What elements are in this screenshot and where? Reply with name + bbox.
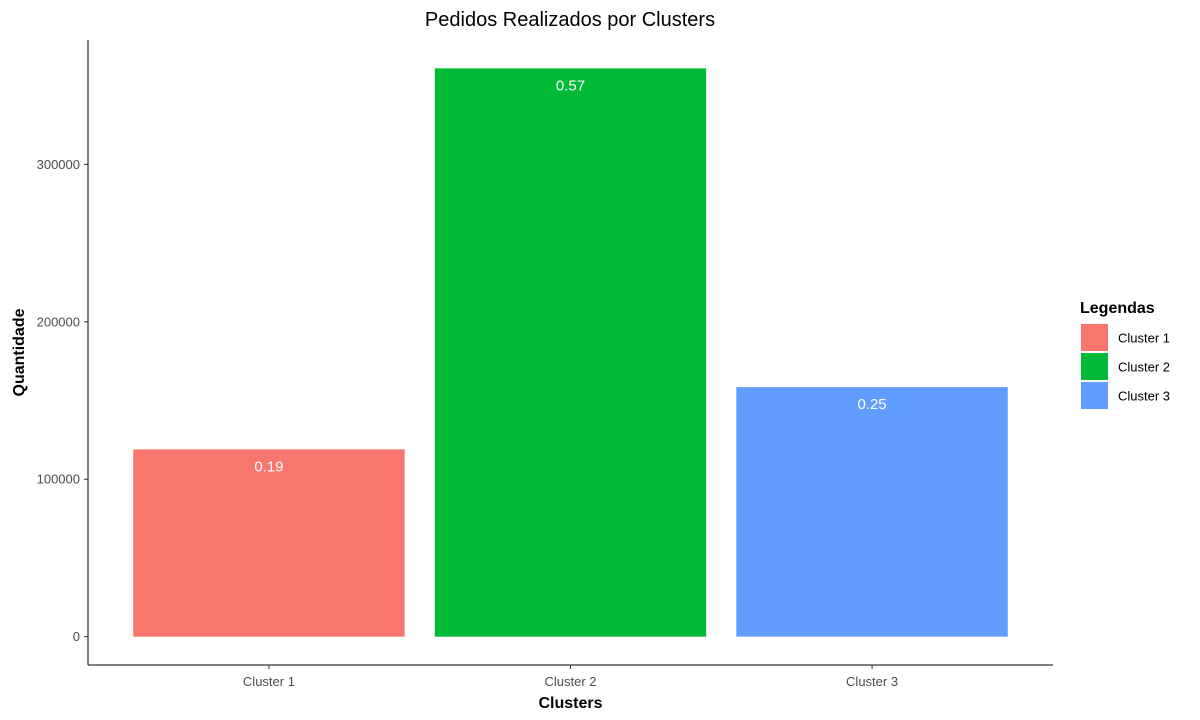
legend-label-2: Cluster 2 <box>1118 360 1170 375</box>
y-tick-label: 300000 <box>37 157 80 172</box>
bar-1 <box>133 449 405 637</box>
y-axis-ticks: 0 100000 200000 300000 <box>37 157 88 644</box>
legend-swatch-1 <box>1081 324 1108 351</box>
x-axis-title: Clusters <box>538 695 602 712</box>
legend-label-3: Cluster 3 <box>1118 389 1170 404</box>
bar-label-1: 0.19 <box>254 458 283 475</box>
bar-3 <box>736 387 1008 637</box>
bar-value-labels: 0.19 0.57 0.25 <box>254 77 886 475</box>
legend-label-1: Cluster 1 <box>1118 331 1170 346</box>
y-tick-label: 0 <box>73 629 80 644</box>
x-tick-label: Cluster 1 <box>243 674 295 689</box>
legend-swatch-3 <box>1081 382 1108 409</box>
bar-label-3: 0.25 <box>857 396 886 413</box>
legend: Legendas Cluster 1 Cluster 2 Cluster 3 <box>1080 300 1170 409</box>
bar-label-2: 0.57 <box>556 77 585 94</box>
bar-2 <box>434 68 707 637</box>
legend-items: Cluster 1 Cluster 2 Cluster 3 <box>1081 324 1170 409</box>
legend-swatch-2 <box>1081 353 1108 380</box>
legend-title: Legendas <box>1080 300 1155 317</box>
y-tick-label: 200000 <box>37 314 80 329</box>
y-tick-label: 100000 <box>37 472 80 487</box>
x-tick-label: Cluster 2 <box>544 674 596 689</box>
x-tick-label: Cluster 3 <box>846 674 898 689</box>
y-axis-title: Quantidade <box>11 308 28 396</box>
x-axis-ticks: Cluster 1 Cluster 2 Cluster 3 <box>243 665 898 689</box>
bars <box>133 68 1008 637</box>
chart-title: Pedidos Realizados por Clusters <box>425 9 715 31</box>
